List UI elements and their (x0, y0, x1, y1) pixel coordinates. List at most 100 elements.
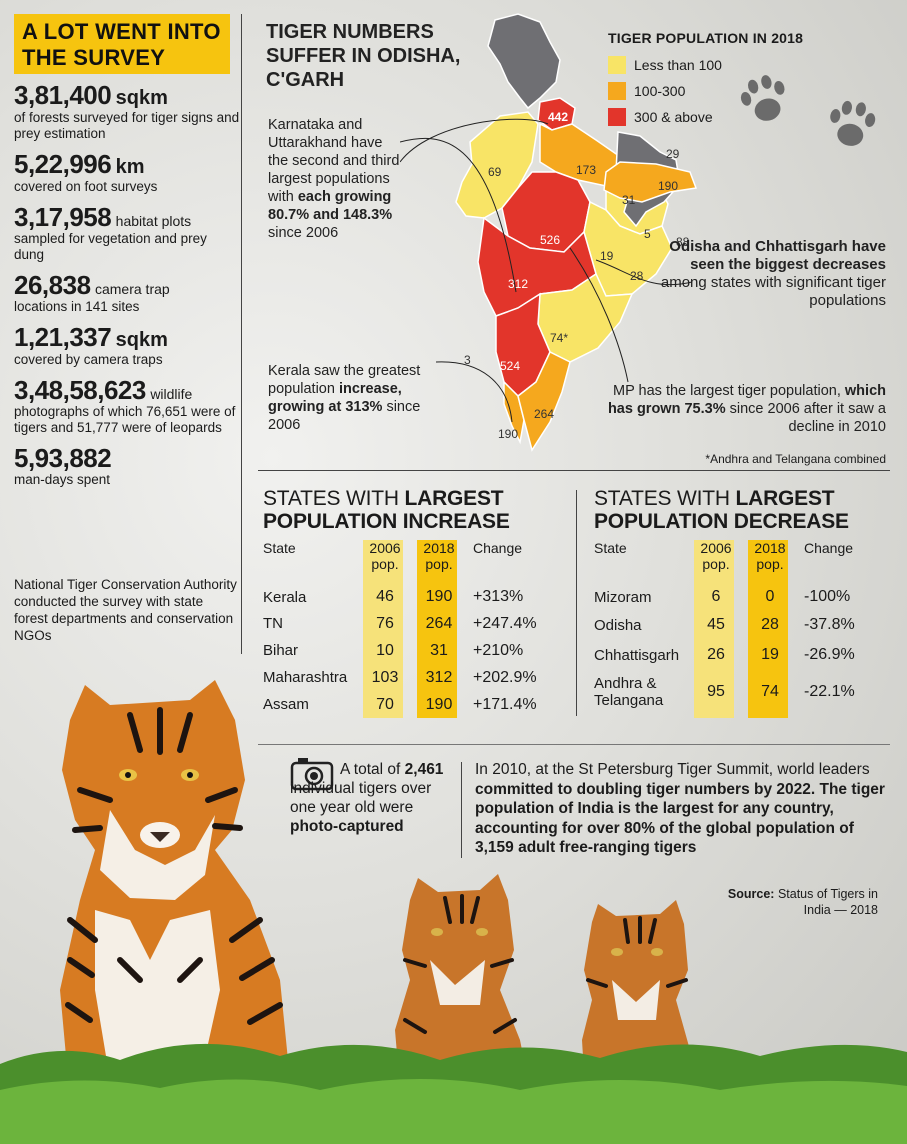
annotation-text: since 2006 (268, 399, 421, 433)
header-change: Change (473, 540, 523, 556)
annotation-mp: MP has the largest tiger population, whi… (598, 382, 886, 436)
annotation-text: since 2006 after it saw a decline in 201… (725, 401, 886, 435)
stat-value: 26,838 (14, 270, 91, 300)
stat-item: 3,81,400 sqkm of forests surveyed for ti… (14, 82, 240, 142)
annotation-bold: Odisha and Chhattisgarh have seen the bi… (669, 238, 886, 273)
paw-print-icon (830, 100, 876, 146)
map-label-kerala: 190 (498, 427, 518, 441)
tiger-cub-image (395, 874, 530, 1090)
section-divider (258, 744, 890, 745)
stat-description: covered on foot surveys (14, 179, 158, 194)
connector-line (569, 247, 629, 383)
annotation-bold: increase, growing at 313% (268, 381, 402, 415)
table-row: Maharashtra 103 312 +202.9% (263, 668, 537, 687)
table-header: State 2006 pop. 2018 pop. Change (594, 540, 894, 584)
map-label-bihar: 31 (622, 193, 636, 207)
column-highlight-2006 (694, 540, 734, 718)
stat-item: 26,838 camera trap locations in 141 site… (14, 272, 240, 315)
annotation-text: since 2006 (268, 225, 339, 241)
legend-swatch (608, 82, 626, 100)
table-divider (576, 490, 577, 716)
stat-unit: km (115, 156, 145, 178)
connector-line (400, 137, 517, 293)
table-header: State 2006 pop. 2018 pop. Change (263, 540, 563, 584)
stat-unit: sqkm (115, 87, 168, 109)
legend-swatch (608, 108, 626, 126)
column-highlight-2018 (748, 540, 788, 718)
stat-value: 3,81,400 (14, 80, 112, 110)
table-row: Kerala 46 190 +313% (263, 588, 524, 606)
map-label-mp: 526 (540, 233, 560, 247)
india-tiger-map: 442 69 173 29 190 31 526 5 88 19 28 312 … (400, 13, 698, 452)
map-label-westbengal: 88 (676, 235, 690, 249)
increase-table-section: STATES WITH LARGEST POPULATION INCREASE … (263, 487, 563, 718)
source-credit: Source: Status of Tigers in India — 2018 (727, 887, 878, 917)
table-title: STATES WITH LARGEST POPULATION DECREASE (594, 487, 849, 533)
section-divider (258, 470, 890, 471)
annotation-odisha-chhattisgarh: Odisha and Chhattisgarh have seen the bi… (660, 238, 886, 310)
legend-label: 300 & above (634, 109, 713, 125)
camera-icon (290, 758, 334, 791)
decrease-table: State 2006 pop. 2018 pop. Change Mizoram… (594, 540, 894, 718)
adult-tiger-image (60, 680, 290, 1100)
map-label-maharashtra: 312 (508, 277, 528, 291)
stat-description: man-days spent (14, 472, 111, 487)
connector-line (435, 361, 513, 423)
table-row: Chhattisgarh 26 19 -26.9% (594, 646, 855, 664)
map-footnote: *Andhra and Telangana combined (705, 452, 886, 466)
legend-label: 100-300 (634, 83, 686, 99)
survey-note: National Tiger Conservation Authority co… (14, 577, 237, 643)
annotation-text: Karnataka and Uttarakhand have the secon… (268, 117, 400, 205)
paw-print-icon (740, 75, 785, 121)
stat-value: 3,17,958 (14, 202, 112, 232)
map-label-goa: 3 (464, 353, 471, 367)
map-region-assam (603, 161, 698, 203)
map-label-jharkhand: 5 (644, 227, 651, 241)
map-label-uttarakhand: 442 (548, 110, 568, 124)
map-label-arunachal: 29 (666, 147, 680, 161)
legend-item: 100-300 (608, 78, 838, 104)
legend-swatch (608, 56, 626, 74)
stat-inline-text: camera trap (94, 281, 170, 297)
stat-description: of forests surveyed for tiger signs and … (14, 110, 240, 141)
header-state: State (594, 540, 627, 556)
annotation-bold: which has grown 75.3% (607, 383, 886, 417)
tiger-cub-image (582, 900, 700, 1090)
table-row: Bihar 10 31 +210% (263, 641, 524, 660)
legend-item: Less than 100 (608, 52, 838, 78)
map-label-rajasthan: 69 (488, 165, 502, 179)
header-state: State (263, 540, 296, 556)
stat-value: 5,22,996 (14, 149, 112, 179)
stat-description: locations in 141 sites (14, 299, 140, 314)
stat-inline-text: wildlife (150, 386, 193, 402)
tiger-illustration (0, 680, 907, 1144)
map-label-up: 173 (576, 163, 596, 177)
stat-value: 5,93,882 (14, 443, 112, 473)
stat-value: 3,48,58,623 (14, 375, 146, 405)
grass-highlight (0, 1079, 907, 1144)
stat-item: 3,17,958 habitat plots sampled for veget… (14, 204, 240, 263)
map-label-tamilnadu: 264 (534, 407, 554, 421)
map-label-andhra: 74* (550, 331, 568, 345)
survey-stats-list: 3,81,400 sqkm of forests surveyed for ti… (14, 82, 240, 497)
annotation-text: Kerala saw the greatest population (268, 363, 421, 397)
annotation-kerala: Kerala saw the greatest population incre… (268, 362, 438, 434)
increase-table: State 2006 pop. 2018 pop. Change Kerala … (263, 540, 563, 718)
header-2018: 2018 pop. (423, 540, 455, 572)
map-label-odisha: 28 (630, 269, 644, 283)
header-2006: 2006 pop. (369, 540, 401, 572)
table-row: Andhra & Telangana 95 74 -22.1% (594, 675, 855, 709)
stat-description: photographs of which 76,651 were of tige… (14, 404, 236, 435)
column-highlight-2006 (363, 540, 403, 718)
stat-unit: sqkm (115, 329, 168, 351)
table-row: Assam 70 190 +171.4% (263, 695, 537, 714)
stat-item: 3,48,58,623 wildlife photographs of whic… (14, 377, 240, 436)
connector-line (400, 118, 549, 163)
headline: A LOT WENT INTO THE SURVEY (14, 14, 230, 74)
map-title: TIGER NUMBERS SUFFER IN ODISHA, C'GARH (266, 21, 461, 91)
map-legend: TIGER POPULATION IN 2018 Less than 100 1… (608, 30, 838, 130)
annotation-text: MP has the largest tiger population, (613, 383, 845, 399)
column-divider (241, 14, 242, 654)
table-row: TN 76 264 +247.4% (263, 614, 537, 633)
column-highlight-2018 (417, 540, 457, 718)
